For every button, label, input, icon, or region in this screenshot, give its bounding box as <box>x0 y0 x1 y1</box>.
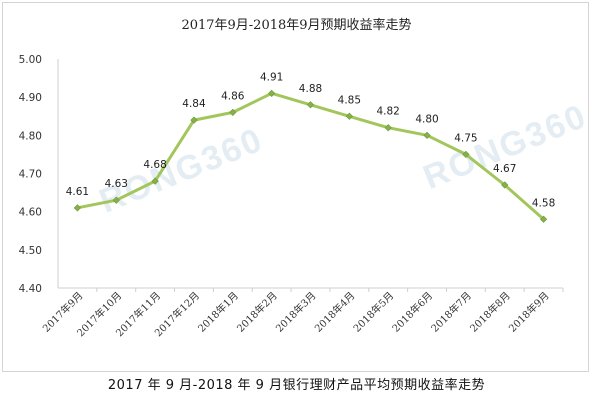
data-label: 4.86 <box>221 90 245 102</box>
data-point <box>345 112 353 120</box>
data-point <box>462 150 470 159</box>
y-tick-label: 4.80 <box>19 130 42 142</box>
y-tick-label: 5.00 <box>19 54 42 66</box>
data-label: 4.80 <box>415 113 438 125</box>
data-label: 4.91 <box>260 71 283 83</box>
y-tick-label: 4.60 <box>19 207 42 219</box>
x-tick-label: 2018年9月 <box>506 289 552 335</box>
x-tick-label: 2018年5月 <box>350 289 396 335</box>
x-axis-ticks: 2017年9月2017年10月2017年11月2017年12月2018年1月20… <box>40 288 564 339</box>
data-point <box>423 131 431 139</box>
caption: 2017 年 9 月-2018 年 9 月银行理财产品平均预期收益率走势 <box>107 378 486 393</box>
data-label: 4.67 <box>493 163 516 175</box>
x-tick-label: 2018年3月 <box>273 289 319 335</box>
x-tick-label: 2018年6月 <box>389 289 435 335</box>
x-tick-label: 2018年7月 <box>428 289 474 335</box>
y-tick-label: 4.40 <box>19 283 42 295</box>
data-point <box>151 177 159 185</box>
data-labels: 4.61 4.63 4.68 4.84 4.86 4.91 4.88 4.85 4.82 4.80… <box>66 71 556 209</box>
x-tick-label: 2018年4月 <box>312 289 358 335</box>
data-label: 4.68 <box>143 159 166 171</box>
axes <box>57 59 563 289</box>
data-label: 4.75 <box>454 132 477 144</box>
chart-title: 2017年9月-2018年9月预期收益率走势 <box>181 18 412 33</box>
data-label: 4.85 <box>338 94 361 106</box>
data-point <box>539 215 548 223</box>
data-point <box>190 116 198 124</box>
y-tick-label: 4.50 <box>19 245 42 257</box>
data-point <box>229 108 237 117</box>
line-chart: RONG360 RONG360 4.404.504.604.704.804.90… <box>19 54 593 339</box>
chart-frame <box>2 2 589 372</box>
data-label: 4.63 <box>105 178 128 190</box>
data-point <box>384 124 392 132</box>
x-tick-label: 2018年8月 <box>467 289 513 335</box>
x-tick-label: 2018年2月 <box>234 289 280 335</box>
data-label: 4.58 <box>532 197 555 209</box>
series-markers <box>73 89 548 223</box>
data-point <box>501 181 509 189</box>
y-axis-ticks: 4.40 4.50 4.60 4.70 4.80 4.90 5.00 <box>19 54 42 295</box>
y-tick-label: 4.90 <box>19 92 42 104</box>
watermark-left: RONG360 <box>94 121 268 221</box>
data-label: 4.88 <box>299 83 322 95</box>
y-tick-label: 4.70 <box>19 169 42 181</box>
data-label: 4.61 <box>66 186 89 198</box>
data-point <box>306 101 315 109</box>
data-point <box>112 196 120 204</box>
data-label: 4.82 <box>376 106 399 118</box>
data-label: 4.84 <box>182 98 206 110</box>
x-tick-label: 2018年1月 <box>195 289 241 335</box>
data-point <box>268 89 276 97</box>
data-point <box>73 204 82 212</box>
